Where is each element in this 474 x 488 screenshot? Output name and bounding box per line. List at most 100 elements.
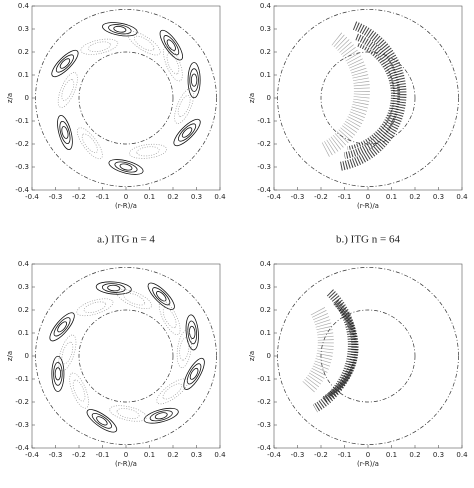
y-tick-label: 0.2: [260, 48, 271, 56]
y-tick-label: 0: [25, 352, 29, 360]
x-tick-label: -0.4: [25, 451, 39, 459]
contour: [162, 306, 177, 329]
x-tick-label: 0.1: [386, 451, 397, 459]
x-tick-label: -0.3: [291, 193, 305, 201]
x-tick-label: 0.4: [214, 451, 226, 459]
y-tick-label: -0.4: [257, 186, 271, 194]
y-axis-label: z/a: [6, 93, 14, 103]
y-tick-label: 0.4: [260, 2, 272, 10]
x-tick-label: 0.2: [409, 193, 420, 201]
y-tick-label: 0.1: [260, 329, 271, 337]
x-tick-label: -0.2: [72, 451, 86, 459]
contour-group: [58, 334, 77, 372]
contour: [51, 355, 65, 392]
x-tick-label: -0.4: [267, 193, 281, 201]
contour-group: [176, 330, 192, 368]
contour: [156, 291, 167, 302]
contour: [49, 312, 75, 342]
contour: [179, 337, 190, 361]
contour: [81, 133, 98, 154]
contour: [119, 163, 133, 171]
y-tick-label: -0.2: [257, 140, 271, 148]
x-tick-label: -0.2: [314, 451, 328, 459]
y-tick-label: -0.1: [15, 375, 29, 383]
x-axis-label: (r-R)/a: [115, 460, 137, 468]
contour: [59, 58, 71, 69]
contour: [61, 126, 69, 139]
boundary-circle: [277, 267, 459, 445]
contour: [54, 367, 62, 381]
x-tick-label: -0.4: [25, 193, 39, 201]
boundary-circle: [277, 9, 459, 187]
x-tick-label: 0.3: [191, 451, 202, 459]
contour-group: [143, 407, 179, 424]
contour: [69, 372, 89, 409]
contour-group: [57, 115, 73, 150]
contour: [108, 159, 144, 175]
contour-group: [51, 49, 79, 78]
x-tick-label: 0.3: [433, 193, 444, 201]
contour-group: [173, 118, 201, 147]
y-tick-label: 0.2: [18, 306, 29, 314]
contour: [58, 334, 77, 372]
y-tick-label: -0.2: [257, 398, 271, 406]
contour: [76, 127, 103, 160]
contour: [109, 405, 147, 422]
contour-group: [102, 22, 138, 37]
contour: [128, 143, 168, 159]
contour: [101, 283, 126, 293]
contour-group: [69, 372, 89, 409]
y-tick-label: -0.3: [15, 163, 29, 171]
boundary-circle: [78, 309, 174, 403]
contour: [136, 146, 160, 157]
contour: [163, 35, 180, 56]
x-tick-label: -0.3: [49, 451, 63, 459]
contour: [53, 317, 71, 337]
y-tick-label: 0: [25, 94, 29, 102]
contour: [149, 410, 173, 422]
x-tick-label: 0: [124, 451, 128, 459]
caption: b.) ITG n = 64: [336, 234, 400, 246]
boundary-circle: [320, 309, 416, 403]
y-tick-label: -0.1: [257, 117, 271, 125]
contour: [59, 120, 71, 145]
contour-group: [183, 357, 205, 390]
contour-group: [108, 159, 144, 175]
y-tick-label: 0: [267, 94, 271, 102]
contour-group: [116, 289, 153, 310]
mode-structure: [339, 21, 407, 171]
y-axis-label: z/a: [248, 351, 256, 361]
contour: [147, 282, 175, 310]
y-tick-label: 0.3: [260, 283, 271, 291]
mode-structure: [321, 299, 359, 404]
contour-group: [147, 282, 175, 310]
caption: a.) ITG n = 4: [97, 234, 155, 246]
x-tick-label: 0.2: [167, 451, 178, 459]
contour-group: [156, 378, 189, 405]
contour: [86, 409, 118, 433]
y-tick-label: 0.3: [18, 25, 29, 33]
x-tick-label: 0: [366, 193, 370, 201]
mode-structure: [328, 307, 359, 397]
contour: [102, 22, 138, 37]
contour: [55, 54, 74, 73]
contour: [80, 38, 119, 55]
y-tick-label: 0.4: [260, 260, 272, 268]
y-tick-label: 0.3: [18, 283, 29, 291]
contour-group: [86, 409, 118, 433]
contour: [187, 320, 198, 345]
y-axis-label: z/a: [248, 93, 256, 103]
contour: [83, 301, 107, 313]
x-tick-label: 0: [124, 193, 128, 201]
x-tick-label: 0.3: [191, 193, 202, 201]
x-tick-label: 0.2: [409, 451, 420, 459]
y-tick-label: 0.4: [18, 260, 30, 268]
y-tick-label: -0.4: [15, 444, 29, 452]
contour-group: [187, 62, 201, 99]
contour: [72, 379, 86, 402]
x-axis-label: (r-R)/a: [357, 460, 379, 468]
contour: [154, 412, 168, 420]
y-tick-label: -0.4: [257, 444, 271, 452]
contour-group: [51, 355, 65, 392]
